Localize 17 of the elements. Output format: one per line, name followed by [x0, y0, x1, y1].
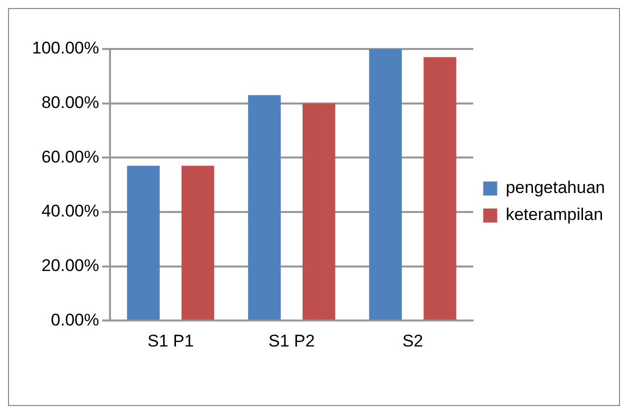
- legend-label: pengetahuan: [506, 178, 606, 198]
- x-tick-label: S1 P2: [268, 331, 315, 350]
- legend-label: keterampilan: [506, 205, 604, 224]
- bar: [424, 57, 456, 320]
- y-tick-label: 80.00%: [41, 93, 100, 112]
- bar: [127, 166, 160, 320]
- bar: [248, 95, 281, 320]
- bar: [182, 166, 214, 320]
- y-tick-label: 100.00%: [32, 38, 100, 58]
- bar: [369, 49, 402, 320]
- x-tick-label: S1 P1: [147, 331, 194, 350]
- y-tick-label: 20.00%: [41, 256, 100, 275]
- bar: [302, 103, 336, 320]
- y-tick-label: 0.00%: [50, 310, 100, 330]
- y-tick-label: 60.00%: [41, 147, 100, 166]
- x-tick-label: S2: [402, 331, 424, 350]
- y-tick-label: 40.00%: [41, 202, 100, 221]
